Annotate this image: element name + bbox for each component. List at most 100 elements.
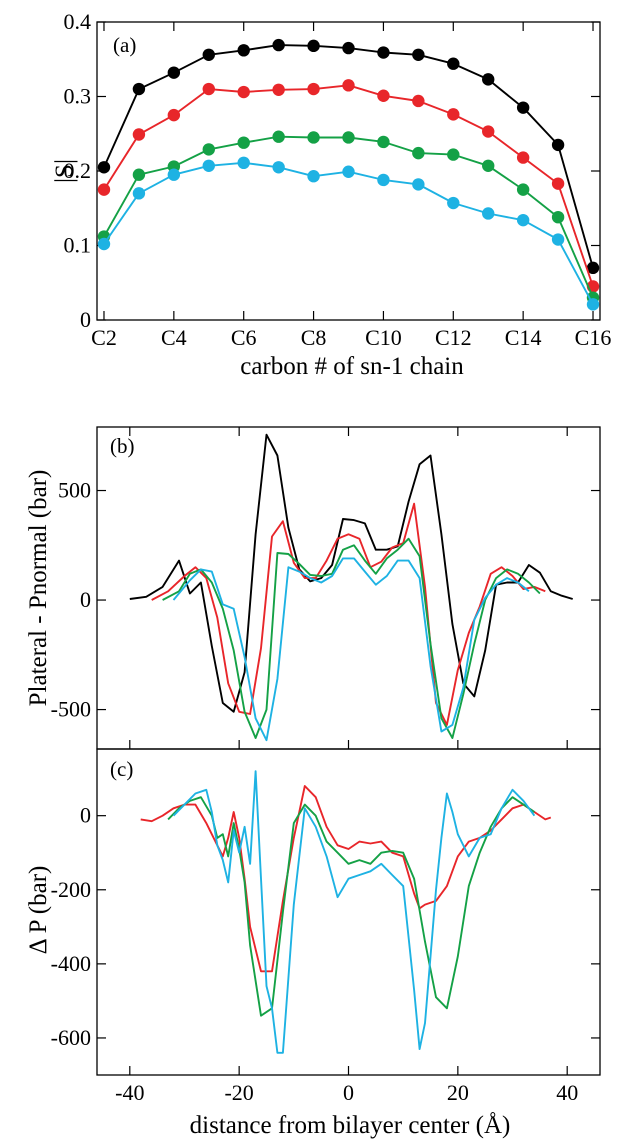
y-tick-label: 0	[80, 307, 91, 332]
x-tick-label: 40	[556, 1080, 578, 1105]
y-tick-label: 0.4	[64, 9, 92, 34]
panel-a-xlabel: carbon # of sn-1 chain	[240, 353, 464, 380]
y-tick-label: 0.1	[64, 233, 92, 258]
x-tick-label: C16	[575, 325, 612, 350]
data-point	[132, 187, 146, 200]
data-point	[272, 38, 285, 52]
pressure-difference-panel: (b) -500 0 500 Plateral - Pnormal (bar)	[25, 426, 601, 750]
data-point	[342, 79, 355, 92]
data-point	[167, 66, 181, 79]
series-line-1	[140, 785, 552, 973]
data-point	[377, 135, 390, 149]
data-point	[342, 165, 355, 178]
data-point	[586, 261, 600, 275]
data-point	[97, 237, 111, 251]
data-point	[272, 83, 285, 96]
data-point	[342, 41, 355, 55]
series-line-2	[167, 796, 535, 1017]
panel-a-label: (a)	[113, 33, 136, 57]
data-point	[377, 89, 390, 102]
y-tick-label: -200	[51, 877, 91, 902]
y-tick-label: 0	[80, 803, 91, 828]
x-tick-label: C2	[91, 325, 117, 350]
panel-b-label: (b)	[110, 434, 135, 458]
panel-a-frame	[96, 21, 601, 321]
data-point	[237, 85, 250, 99]
x-tick-label: C14	[505, 325, 542, 350]
panel-c-xlabel: distance from bilayer center (Å)	[190, 1112, 511, 1139]
data-point	[237, 44, 250, 57]
data-point	[482, 159, 495, 172]
data-point	[132, 128, 146, 141]
data-point	[167, 168, 181, 181]
series-line-2	[151, 502, 546, 726]
data-point	[412, 48, 425, 61]
x-tick-label: C4	[161, 325, 187, 350]
data-point	[482, 207, 495, 220]
data-point	[516, 213, 530, 227]
data-point	[202, 159, 215, 172]
data-point	[202, 143, 215, 156]
x-tick-label: -20	[224, 1080, 253, 1105]
panel-c-label: (c)	[110, 757, 133, 781]
data-point	[516, 183, 530, 196]
order-parameter-panel: (a) 0 0.1 0.2 0.3 0.4 C2 C4 C6 C8 C10 C12 C14 C16 |S…	[51, 9, 611, 380]
x-tick-label: 0	[343, 1080, 354, 1105]
data-point	[412, 94, 425, 108]
series-line-4	[103, 161, 594, 305]
y-tick-label: 0.2	[64, 158, 92, 183]
data-point	[167, 108, 181, 122]
x-tick-label: 20	[447, 1080, 469, 1105]
data-point	[482, 73, 495, 86]
x-tick-label: C10	[365, 325, 402, 350]
data-point	[482, 125, 495, 138]
series-line-1	[129, 433, 573, 713]
data-point	[237, 156, 250, 170]
panel-c-frame	[96, 748, 601, 1076]
data-point	[377, 173, 390, 187]
data-point	[412, 178, 425, 191]
data-point	[202, 82, 215, 96]
y-tick-label: 0	[80, 587, 91, 612]
series-line-4	[172, 557, 530, 742]
data-point	[447, 148, 460, 161]
data-point	[202, 48, 215, 61]
data-point	[377, 46, 390, 59]
data-point	[586, 298, 600, 311]
data-point	[551, 138, 565, 152]
data-point	[516, 101, 530, 114]
series-line-3	[162, 537, 541, 739]
data-point	[551, 233, 565, 246]
data-point	[97, 183, 111, 196]
data-point	[272, 161, 285, 174]
y-tick-label: -600	[51, 1025, 91, 1050]
data-point	[237, 136, 250, 149]
data-point	[516, 151, 530, 164]
y-tick-label: -500	[51, 697, 91, 722]
data-point	[307, 131, 320, 144]
panel-b-ylabel: Plateral - Pnormal (bar)	[25, 470, 52, 707]
data-point	[307, 170, 320, 183]
data-point	[307, 39, 320, 53]
x-tick-label: -40	[115, 1080, 144, 1105]
data-point	[412, 146, 425, 160]
data-point	[447, 108, 460, 121]
x-tick-label: C6	[231, 325, 257, 350]
data-point	[551, 210, 565, 224]
data-point	[272, 130, 285, 143]
series-line-3	[172, 770, 536, 1054]
data-point	[97, 161, 111, 174]
panel-c-ylabel: Δ P (bar)	[25, 866, 52, 955]
x-tick-label: C8	[301, 325, 327, 350]
data-point	[307, 82, 320, 96]
panel-a-ylabel: |S|	[51, 159, 78, 183]
y-tick-label: 500	[58, 478, 91, 503]
data-point	[132, 168, 146, 181]
data-point	[551, 177, 565, 190]
x-tick-label: C12	[435, 325, 472, 350]
y-tick-label: -400	[51, 951, 91, 976]
data-point	[342, 131, 355, 144]
data-point	[132, 82, 146, 96]
